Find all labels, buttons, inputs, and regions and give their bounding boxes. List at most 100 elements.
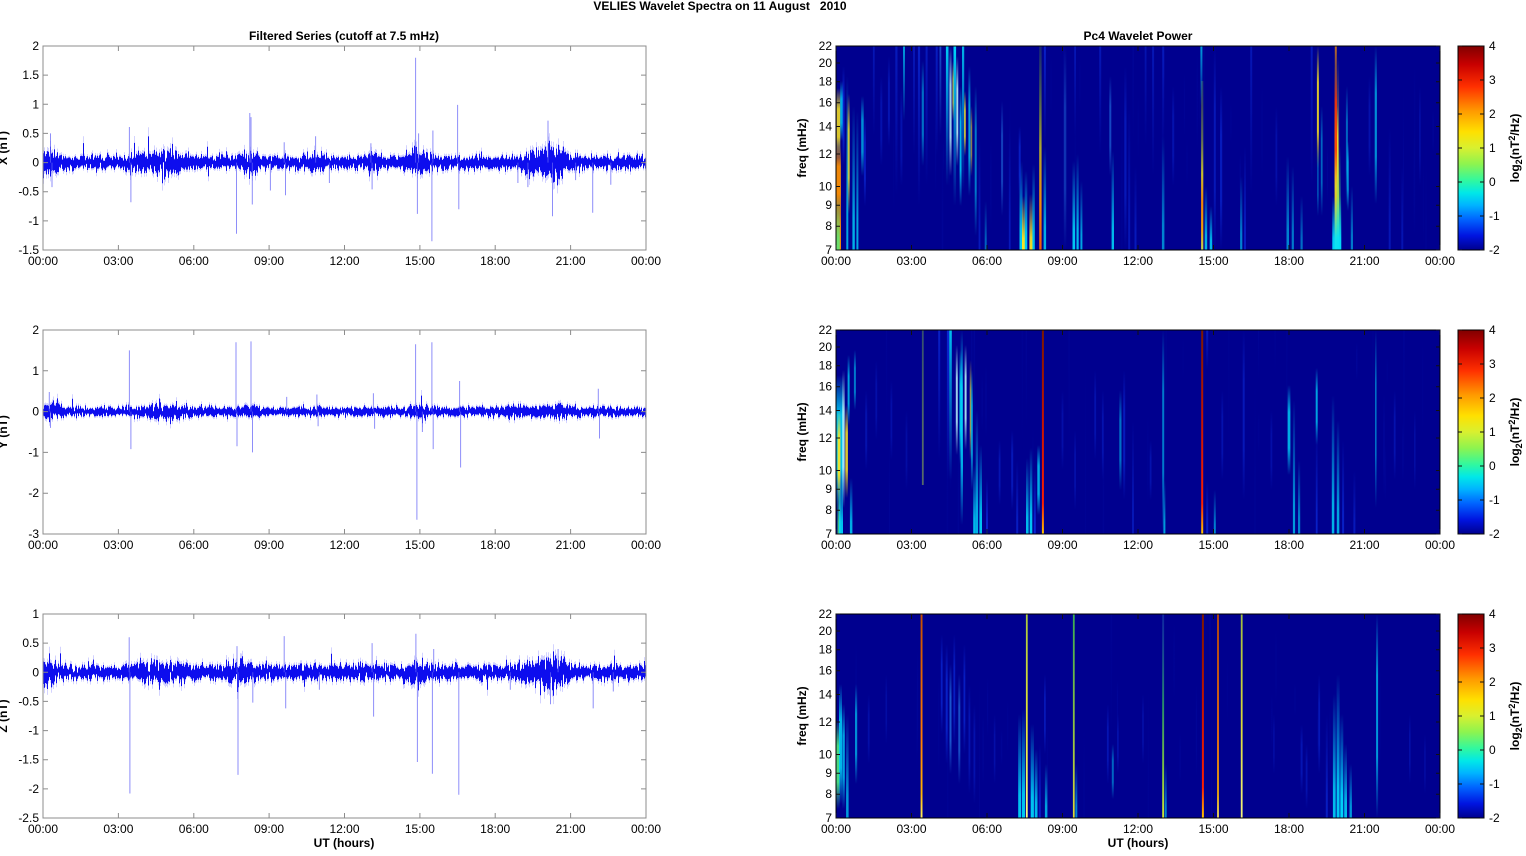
svg-text:15:00: 15:00 [1198, 822, 1228, 836]
svg-text:12:00: 12:00 [329, 538, 359, 552]
svg-text:8: 8 [825, 503, 832, 517]
svg-text:12: 12 [819, 715, 833, 729]
svg-text:log2(nT2/Hz): log2(nT2/Hz) [1507, 398, 1524, 467]
svg-text:12: 12 [819, 147, 833, 161]
svg-text:3: 3 [1489, 73, 1496, 87]
svg-text:9: 9 [825, 766, 832, 780]
svg-text:1: 1 [1489, 141, 1496, 155]
svg-text:03:00: 03:00 [103, 254, 133, 268]
svg-text:1: 1 [32, 607, 39, 621]
svg-text:12:00: 12:00 [1123, 538, 1153, 552]
svg-text:21:00: 21:00 [1349, 822, 1379, 836]
svg-text:0: 0 [1489, 743, 1496, 757]
svg-text:0: 0 [1489, 459, 1496, 473]
svg-text:15:00: 15:00 [405, 538, 435, 552]
svg-text:09:00: 09:00 [254, 538, 284, 552]
svg-text:16: 16 [819, 664, 833, 678]
svg-text:12: 12 [819, 431, 833, 445]
svg-text:4: 4 [1489, 323, 1496, 337]
svg-text:0: 0 [32, 665, 39, 679]
svg-text:00:00: 00:00 [1425, 538, 1455, 552]
svg-text:03:00: 03:00 [103, 538, 133, 552]
svg-text:06:00: 06:00 [972, 822, 1002, 836]
svg-text:4: 4 [1489, 39, 1496, 53]
svg-text:18: 18 [819, 359, 833, 373]
svg-text:2: 2 [32, 39, 39, 53]
svg-text:00:00: 00:00 [631, 822, 661, 836]
svg-text:-1: -1 [1489, 777, 1500, 791]
svg-text:18:00: 18:00 [480, 822, 510, 836]
svg-text:21:00: 21:00 [556, 254, 586, 268]
svg-text:03:00: 03:00 [896, 538, 926, 552]
svg-text:4: 4 [1489, 607, 1496, 621]
svg-text:15:00: 15:00 [405, 822, 435, 836]
svg-text:21:00: 21:00 [556, 822, 586, 836]
svg-text:1: 1 [32, 97, 39, 111]
svg-text:log2(nT2/Hz): log2(nT2/Hz) [1507, 114, 1524, 183]
svg-text:18:00: 18:00 [1274, 254, 1304, 268]
svg-text:2: 2 [32, 323, 39, 337]
svg-text:12:00: 12:00 [1123, 822, 1153, 836]
svg-text:2: 2 [1489, 675, 1496, 689]
svg-text:-1: -1 [1489, 209, 1500, 223]
svg-text:-1: -1 [28, 724, 39, 738]
svg-text:-1.5: -1.5 [18, 753, 39, 767]
svg-text:03:00: 03:00 [103, 822, 133, 836]
svg-text:7: 7 [825, 811, 832, 825]
svg-text:06:00: 06:00 [179, 822, 209, 836]
svg-text:15:00: 15:00 [1198, 538, 1228, 552]
svg-text:09:00: 09:00 [1047, 538, 1077, 552]
svg-text:10: 10 [819, 464, 833, 478]
svg-text:0: 0 [32, 405, 39, 419]
svg-text:16: 16 [819, 380, 833, 394]
svg-text:18:00: 18:00 [480, 254, 510, 268]
svg-text:06:00: 06:00 [972, 254, 1002, 268]
svg-text:-1.5: -1.5 [18, 243, 39, 257]
svg-text:0.5: 0.5 [22, 126, 39, 140]
svg-text:18:00: 18:00 [1274, 538, 1304, 552]
svg-text:-1: -1 [28, 214, 39, 228]
svg-text:06:00: 06:00 [972, 538, 1002, 552]
svg-text:7: 7 [825, 527, 832, 541]
svg-text:15:00: 15:00 [1198, 254, 1228, 268]
svg-text:Pc4 Wavelet Power: Pc4 Wavelet Power [1084, 29, 1193, 43]
svg-text:09:00: 09:00 [1047, 822, 1077, 836]
svg-text:-2.5: -2.5 [18, 811, 39, 825]
svg-text:09:00: 09:00 [254, 822, 284, 836]
svg-text:18: 18 [819, 643, 833, 657]
svg-text:1: 1 [1489, 425, 1496, 439]
svg-text:freq (mHz): freq (mHz) [795, 686, 809, 745]
svg-text:-0.5: -0.5 [18, 694, 39, 708]
svg-text:18: 18 [819, 75, 833, 89]
svg-text:0.5: 0.5 [22, 636, 39, 650]
svg-text:Y (nT): Y (nT) [0, 415, 10, 449]
svg-text:16: 16 [819, 96, 833, 110]
svg-text:9: 9 [825, 482, 832, 496]
svg-text:00:00: 00:00 [821, 538, 851, 552]
svg-text:UT (hours): UT (hours) [314, 836, 375, 850]
svg-text:-2: -2 [1489, 243, 1500, 257]
svg-text:06:00: 06:00 [179, 538, 209, 552]
svg-text:21:00: 21:00 [556, 538, 586, 552]
svg-text:1: 1 [1489, 709, 1496, 723]
svg-text:9: 9 [825, 198, 832, 212]
svg-text:22: 22 [819, 607, 833, 621]
svg-text:14: 14 [819, 120, 833, 134]
svg-text:06:00: 06:00 [179, 254, 209, 268]
svg-text:21:00: 21:00 [1349, 254, 1379, 268]
svg-text:10: 10 [819, 180, 833, 194]
svg-text:09:00: 09:00 [1047, 254, 1077, 268]
svg-text:freq (mHz): freq (mHz) [795, 118, 809, 177]
svg-text:18:00: 18:00 [1274, 822, 1304, 836]
svg-text:2: 2 [1489, 391, 1496, 405]
svg-text:-3: -3 [28, 527, 39, 541]
svg-text:-2: -2 [28, 486, 39, 500]
svg-text:-0.5: -0.5 [18, 185, 39, 199]
svg-text:10: 10 [819, 748, 833, 762]
svg-text:00:00: 00:00 [1425, 254, 1455, 268]
svg-text:8: 8 [825, 219, 832, 233]
svg-text:1.5: 1.5 [22, 68, 39, 82]
svg-text:1: 1 [32, 364, 39, 378]
svg-text:00:00: 00:00 [28, 254, 58, 268]
svg-text:00:00: 00:00 [28, 822, 58, 836]
